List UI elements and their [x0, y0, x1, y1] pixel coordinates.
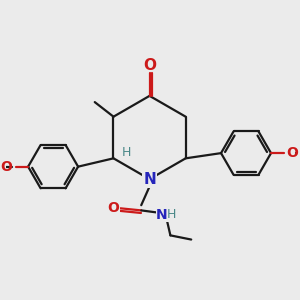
Text: O: O	[1, 160, 13, 174]
Text: N: N	[156, 208, 168, 222]
Text: O: O	[107, 201, 119, 215]
Text: N: N	[143, 172, 156, 187]
Text: O: O	[143, 58, 156, 73]
Text: H: H	[121, 146, 131, 159]
Text: H: H	[167, 208, 176, 221]
Text: O: O	[286, 146, 298, 160]
